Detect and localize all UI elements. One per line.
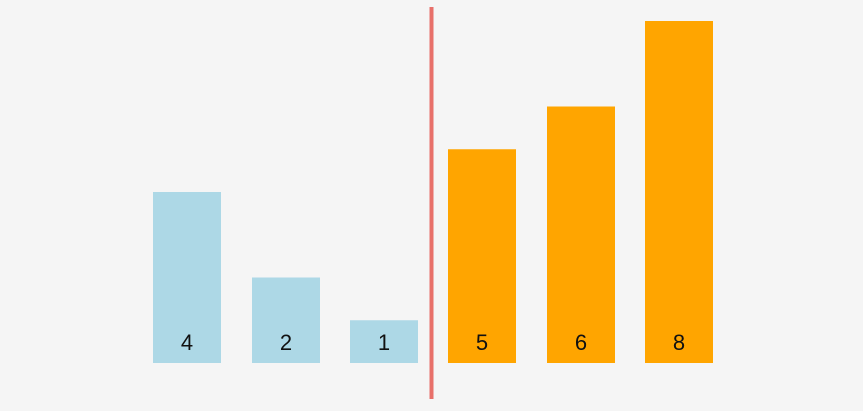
bar-2 (252, 277, 320, 363)
bar-value-label: 5 (476, 330, 488, 355)
bar-value-label: 8 (673, 330, 685, 355)
bar-8 (645, 21, 713, 363)
bar-1 (350, 320, 418, 363)
labels-layer: 4 2 1 5 6 8 (181, 330, 685, 355)
bar-value-label: 4 (181, 330, 193, 355)
bar-value-label: 2 (280, 330, 292, 355)
bar-6 (547, 106, 615, 363)
bar-4 (153, 192, 221, 363)
bars-layer (153, 21, 713, 363)
bar-5 (448, 149, 516, 363)
bar-value-label: 1 (378, 330, 390, 355)
bar-value-label: 6 (575, 330, 587, 355)
